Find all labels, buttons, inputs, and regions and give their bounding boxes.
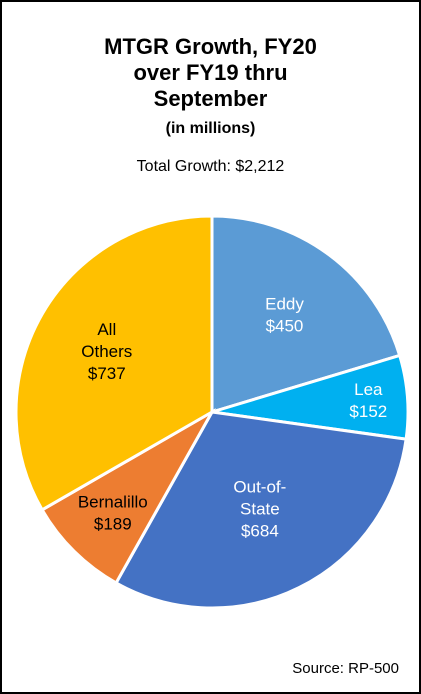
chart-subtitle: (in millions): [165, 120, 256, 137]
pie-slice-3: [40, 407, 216, 585]
chart-title-line-3: September: [153, 86, 268, 111]
pie-slice-4: [14, 214, 214, 512]
slice-label-0: Eddy $450: [265, 294, 304, 335]
pie-slice-0: [210, 214, 402, 415]
chart-title-line-2: over FY19 thru: [133, 60, 288, 85]
slice-label-1: Lea $152: [349, 380, 387, 421]
total-growth-label: Total Growth: $2,212: [136, 158, 285, 175]
slice-label-4: All Others $737: [81, 320, 132, 383]
chart-title-line-1: MTGR Growth, FY20: [104, 34, 317, 59]
source-note: Source: RP-500: [292, 660, 399, 677]
pie-slice-2: [114, 410, 408, 610]
slice-label-3: Bernalillo $189: [78, 492, 148, 533]
slice-label-2: Out-of-State $684: [233, 478, 286, 541]
